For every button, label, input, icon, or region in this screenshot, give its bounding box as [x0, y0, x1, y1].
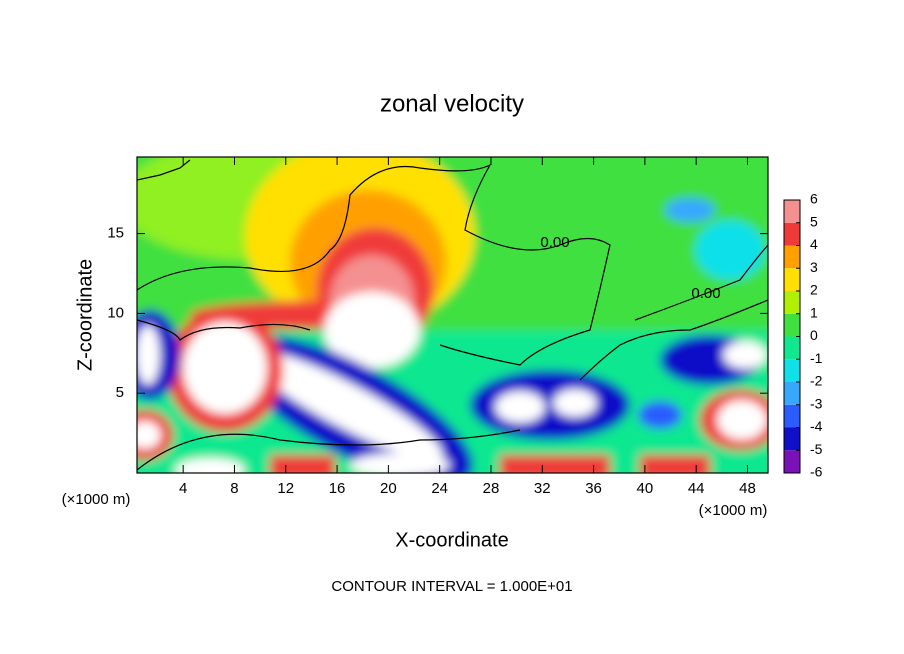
colorbar-band	[784, 382, 800, 405]
colorbar-label: 3	[810, 259, 818, 275]
field	[137, 157, 768, 473]
colorbar-label: 0	[810, 327, 818, 343]
colorbar-band	[784, 222, 800, 246]
colorbar-label: 1	[810, 304, 818, 320]
plot-frame	[136, 156, 769, 474]
x-axis-label: X-coordinate	[395, 529, 508, 551]
y-tick-label: 15	[107, 225, 124, 242]
colorbar-band	[784, 313, 800, 337]
colorbar-band	[784, 200, 800, 223]
contour-label: 0.00	[540, 234, 569, 251]
footer: CONTOUR INTERVAL = 1.000E+01	[331, 578, 572, 595]
y-axis-label: Z-coordinate	[74, 259, 96, 371]
x-tick-label: 20	[380, 480, 397, 497]
colorbar-label: -2	[810, 373, 823, 389]
x-tick-label: 48	[739, 480, 756, 497]
y-tick-label: 10	[107, 304, 124, 321]
colorbar-band	[784, 336, 800, 360]
x-tick-label: 32	[534, 480, 551, 497]
colorbar-band	[784, 359, 800, 382]
colorbar-label: -4	[810, 418, 823, 434]
colorbar-label: -6	[810, 464, 823, 480]
colorbar-band	[784, 404, 800, 428]
colorbar-band	[784, 245, 800, 269]
contour-label: 0.00	[691, 285, 720, 302]
colorbar-label: 2	[810, 282, 818, 298]
chart-title: zonal velocity	[380, 90, 524, 117]
x-tick-label: 36	[585, 480, 602, 497]
x-tick-label: 24	[431, 480, 448, 497]
x-unit: (×1000 m)	[62, 491, 131, 508]
x-tick-label: 40	[637, 480, 654, 497]
x-tick-label: 28	[483, 480, 500, 497]
colorbar-label: 4	[810, 236, 818, 252]
colorbar-band	[784, 427, 800, 451]
contour-lines	[137, 159, 768, 471]
x-unit: (×1000 m)	[699, 502, 768, 519]
y-tick-label: 5	[116, 384, 124, 401]
x-tick-label: 16	[329, 480, 346, 497]
x-tick-label: 4	[179, 480, 187, 497]
x-tick-label: 12	[277, 480, 294, 497]
colorbar-band	[784, 268, 800, 291]
colorbar-label: -1	[810, 350, 823, 366]
colorbar-label: -3	[810, 395, 823, 411]
colorbar-band	[784, 291, 800, 314]
colorbar-label: 5	[810, 213, 818, 229]
x-tick-label: 44	[688, 480, 705, 497]
colorbar-band	[784, 450, 800, 473]
colorbar-label: 6	[810, 191, 818, 207]
colorbar-label: -5	[810, 441, 823, 457]
x-tick-label: 8	[230, 480, 238, 497]
